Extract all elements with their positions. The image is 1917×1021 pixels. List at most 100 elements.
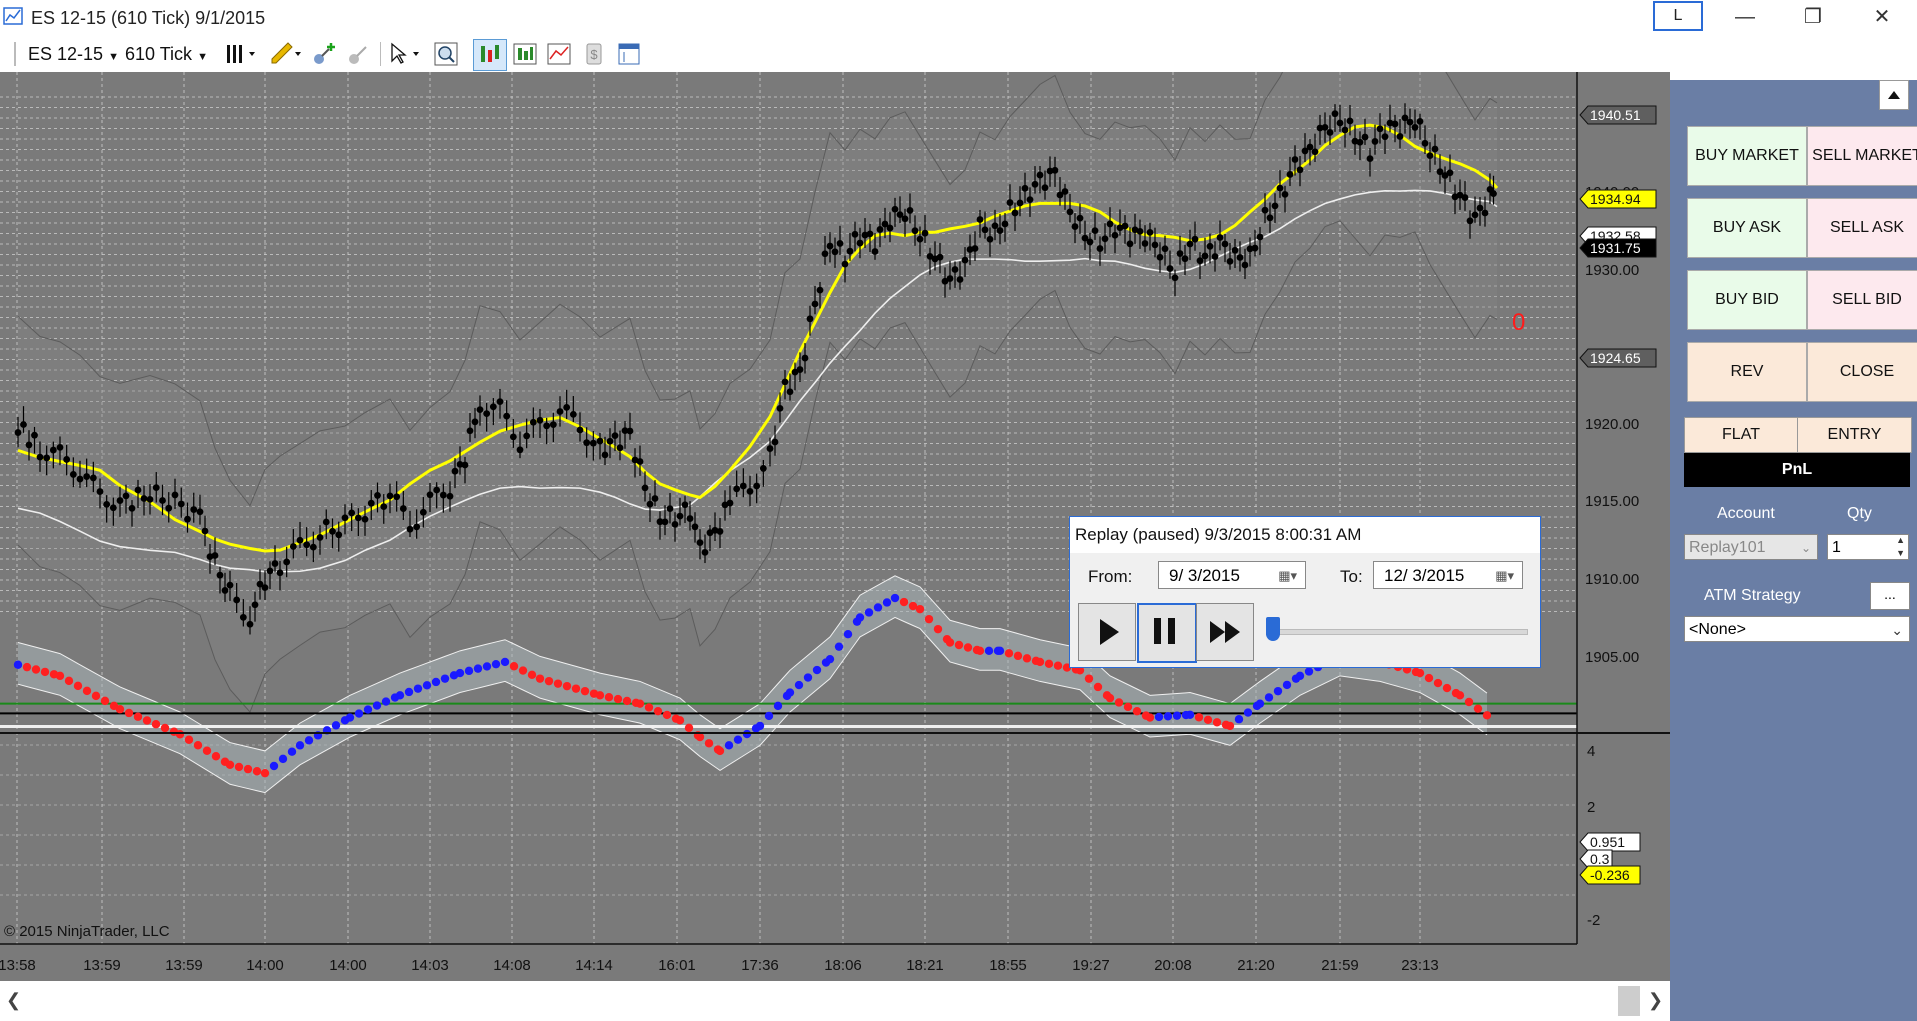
price-bar-close: [476, 406, 484, 414]
reverse-button[interactable]: REV: [1687, 342, 1807, 402]
oscillator-dot: [544, 676, 554, 686]
qty-stepper[interactable]: 1 ▲ ▼: [1827, 534, 1909, 560]
strategy-icon[interactable]: [512, 41, 538, 67]
oscillator-dot: [1264, 693, 1274, 702]
price-bar-close: [1056, 191, 1064, 199]
price-bar-close: [871, 248, 879, 255]
zoom-icon[interactable]: [433, 41, 459, 67]
fast-forward-button[interactable]: [1196, 603, 1254, 661]
buy-ask-button[interactable]: BUY ASK: [1687, 198, 1807, 258]
interval-selector[interactable]: 610 Tick ▼: [125, 42, 208, 66]
price-bar-close: [1381, 133, 1389, 141]
price-bar-close: [1296, 166, 1304, 174]
chart-properties-icon[interactable]: [546, 41, 572, 67]
price-bar-close: [916, 235, 924, 243]
oscillator-dot: [1234, 715, 1244, 724]
price-bar-close: [826, 242, 834, 250]
price-bar-close: [1461, 194, 1469, 201]
oscillator-dot: [269, 761, 279, 771]
chevron-down-icon: ⌄: [1800, 541, 1811, 555]
price-bar-close: [651, 495, 659, 502]
sell-bid-button[interactable]: SELL BID: [1807, 270, 1917, 330]
upper-band-badge-text: 1940.51: [1590, 107, 1641, 123]
time-axis-label: 19:27: [1072, 957, 1110, 974]
price-axis-label: 1920.00: [1585, 416, 1639, 433]
panel-scroll-up-button[interactable]: [1879, 80, 1909, 110]
scroll-thumb[interactable]: [1618, 986, 1640, 1016]
oscillator-dot: [260, 768, 270, 778]
oscillator-dot: [22, 662, 32, 672]
price-bar-close: [606, 437, 614, 445]
calendar-icon: ▦▾: [1495, 568, 1514, 583]
minimize-icon[interactable]: —: [1735, 6, 1755, 28]
baseline-value-badge-bg: [1579, 865, 1641, 885]
price-bar-close: [1246, 245, 1254, 253]
price-bar-close: [266, 567, 274, 575]
pause-button[interactable]: [1137, 603, 1197, 663]
chart-trader-toggle[interactable]: [473, 39, 507, 71]
account-select[interactable]: Replay101 ⌄: [1684, 534, 1818, 560]
draw-pencil-icon[interactable]: [268, 41, 304, 67]
instrument-selector[interactable]: ES 12-15 ▼: [28, 42, 119, 66]
price-axis-label: 1910.00: [1585, 571, 1639, 588]
price-bar-close: [1271, 202, 1279, 210]
scroll-right-icon[interactable]: ❯: [1648, 990, 1664, 1010]
oscillator-dot: [954, 640, 964, 650]
close-icon[interactable]: ✕: [1873, 6, 1891, 28]
scroll-left-icon[interactable]: ❮: [6, 990, 22, 1010]
bar-type-icon[interactable]: [224, 41, 260, 67]
oscillator-dot: [31, 665, 41, 674]
oscillator-dot: [644, 703, 654, 712]
restore-icon[interactable]: ❐: [1804, 6, 1822, 28]
link-button[interactable]: L: [1653, 1, 1703, 31]
cursor-icon[interactable]: [388, 41, 424, 67]
upper-band-badge: 1940.51: [1579, 105, 1657, 125]
entry-status: ENTRY: [1827, 426, 1882, 443]
price-chart[interactable]: 0 1940.001930.001920.001915.001910.00190…: [0, 72, 1670, 981]
price-bar-close: [1291, 156, 1299, 163]
to-date-picker[interactable]: 12/ 3/2015 ▦▾: [1373, 561, 1523, 589]
oscillator-axis-label: 4: [1587, 743, 1595, 760]
price-bar-close: [846, 247, 854, 255]
from-date-picker[interactable]: 9/ 3/2015 ▦▾: [1158, 561, 1306, 589]
oscillator-dot: [395, 691, 405, 700]
price-bar-close: [811, 300, 819, 308]
price-bar-close: [439, 491, 447, 499]
oscillator-dot: [91, 691, 101, 701]
moving-average-badge-bg: [1579, 189, 1657, 209]
price-bar-close: [523, 432, 531, 440]
chart-toolbar: ES 12-15 ▼ 610 Tick ▼ $: [0, 36, 1917, 72]
play-button[interactable]: [1078, 603, 1136, 661]
add-indicator-icon[interactable]: [311, 41, 337, 67]
price-bar-close: [1121, 222, 1129, 230]
data-box-icon[interactable]: [616, 41, 642, 67]
oscillator-dot: [945, 638, 955, 647]
atm-more-button[interactable]: ...: [1870, 582, 1910, 610]
stepper-arrows-icon[interactable]: ▲ ▼: [1896, 535, 1905, 558]
slider-thumb[interactable]: [1266, 617, 1280, 641]
price-bar-close: [509, 433, 517, 441]
atm-strategy-select[interactable]: <None> ⌄: [1684, 616, 1910, 642]
price-bar-close: [196, 508, 204, 516]
price-bar-close: [1016, 199, 1024, 207]
horizontal-scrollbar[interactable]: ❮ ❯: [0, 981, 1670, 1021]
price-bar-close: [184, 515, 191, 523]
price-bar-close: [190, 506, 198, 513]
title-bar: ES 12-15 (610 Tick) 9/1/2015 L — ❐ ✕: [0, 0, 1917, 36]
close-position-button[interactable]: CLOSE: [1807, 342, 1917, 402]
price-bar-close: [646, 500, 654, 508]
price-bar-close: [986, 235, 994, 243]
sell-ask-button[interactable]: SELL ASK: [1807, 198, 1917, 258]
oscillator-dot: [984, 646, 994, 656]
price-bar-close: [831, 248, 839, 256]
remove-indicator-icon[interactable]: [346, 41, 372, 67]
price-bar-close: [1241, 261, 1249, 269]
buy-bid-button[interactable]: BUY BID: [1687, 270, 1807, 330]
speed-slider[interactable]: [1266, 617, 1528, 641]
sell-market-button[interactable]: SELL MARKET: [1807, 126, 1917, 186]
price-bar-close: [1286, 171, 1294, 178]
price-bar-close: [461, 461, 469, 469]
price-bar-close: [1011, 209, 1019, 217]
dollar-icon[interactable]: $: [581, 41, 607, 67]
buy-market-button[interactable]: BUY MARKET: [1687, 126, 1807, 186]
